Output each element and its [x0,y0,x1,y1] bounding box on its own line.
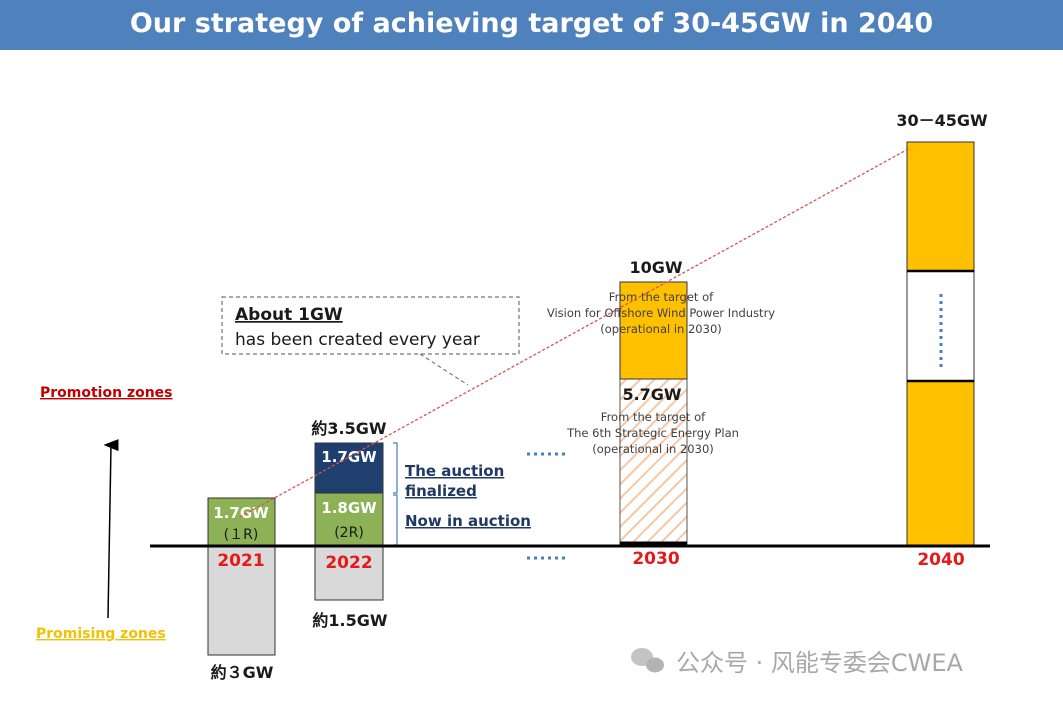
callout-pointer [419,353,469,386]
year-label-2040: 2040 [917,550,964,570]
bar-2030-top-label: 10GW [629,258,682,277]
bracket-in-auction [393,494,398,546]
watermark: 公众号 · 风能专委会CWEA [631,648,964,677]
bar-2021-value-label: 1.7GW [213,504,269,522]
callout-title: About 1GW [235,305,343,325]
bar-2040-middle [906,270,975,382]
status-finalized-line1: The auction [405,462,504,480]
bar-2030-note2-line2: The 6th Strategic Energy Plan [566,426,739,440]
bar-2022-navy [314,442,384,494]
year-label-2022: 2022 [325,553,372,573]
bar-2022-round-label: (2R) [334,525,364,541]
bar-2021-below [207,545,276,656]
promising-zones-label: Promising zones [36,626,166,642]
bar-2030-note1-line1: From the target of [609,290,714,304]
page-title: Our strategy of achieving target of 30-4… [0,0,1063,50]
bar-2021-round-label: (１R) [224,527,259,543]
bar-2022-navy-label: 1.7GW [321,448,377,466]
vertical-arrow [103,439,119,619]
callout-text: has been created every year [235,330,480,350]
year-label-2030: 2030 [632,549,679,569]
bar-2030-mid-label: 5.7GW [622,385,681,404]
bar-2040-upper [906,141,975,272]
bar-2040-lower [906,380,975,547]
bar-2021-green [207,497,276,547]
year-label-2021: 2021 [217,551,264,571]
bar-2040-top-label: 30－45GW [896,111,988,130]
bar-2021-below-label: 約３GW [211,663,274,682]
bar-2030-note1-line2: Vision for Offshore Wind Power Industry [547,306,775,320]
bar-2022-top-label: 約3.5GW [311,419,386,438]
bar-2022-green-label: 1.8GW [321,499,377,517]
watermark-text: 公众号 · 风能专委会CWEA [676,649,964,677]
callout-box [221,296,520,355]
bar-2030-note1-line3: (operational in 2030) [600,322,722,336]
trend-line [239,147,911,518]
bar-2030-note2-line3: (operational in 2030) [592,442,714,456]
bar-2030-gold [619,281,688,380]
bar-2022-below [314,545,384,601]
bar-2030-hatched [619,378,688,545]
bracket-finalized [393,442,398,494]
wechat-icon-bubble-small [646,657,664,673]
status-in-auction: Now in auction [405,512,531,530]
status-finalized-line2: finalized [405,482,477,500]
bar-2022-below-label: 約1.5GW [312,611,387,630]
bar-2030-note2-line1: From the target of [601,410,706,424]
promotion-zones-label: Promotion zones [40,385,173,401]
